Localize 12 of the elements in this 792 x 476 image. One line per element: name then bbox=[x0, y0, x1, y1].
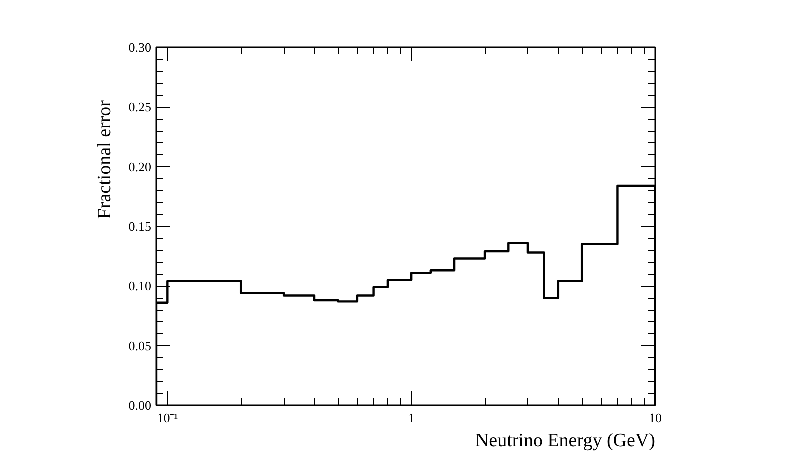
y-tick-label: 0.15 bbox=[128, 219, 152, 234]
x-tick-label: 1 bbox=[408, 410, 415, 426]
x-tick-label: 10⁻¹ bbox=[157, 410, 178, 426]
x-tick-label: 10 bbox=[649, 410, 662, 426]
x-axis-title: Neutrino Energy (GeV) bbox=[475, 430, 656, 452]
y-tick-label: 0.10 bbox=[128, 278, 152, 294]
y-tick-label: 0.25 bbox=[128, 100, 152, 115]
y-axis-title: Fractional error bbox=[94, 100, 116, 220]
y-tick-label: 0.00 bbox=[128, 398, 152, 413]
y-tick-label: 0.30 bbox=[128, 40, 152, 55]
y-tick-label: 0.05 bbox=[128, 338, 152, 354]
y-tick-label: 0.20 bbox=[128, 159, 152, 174]
